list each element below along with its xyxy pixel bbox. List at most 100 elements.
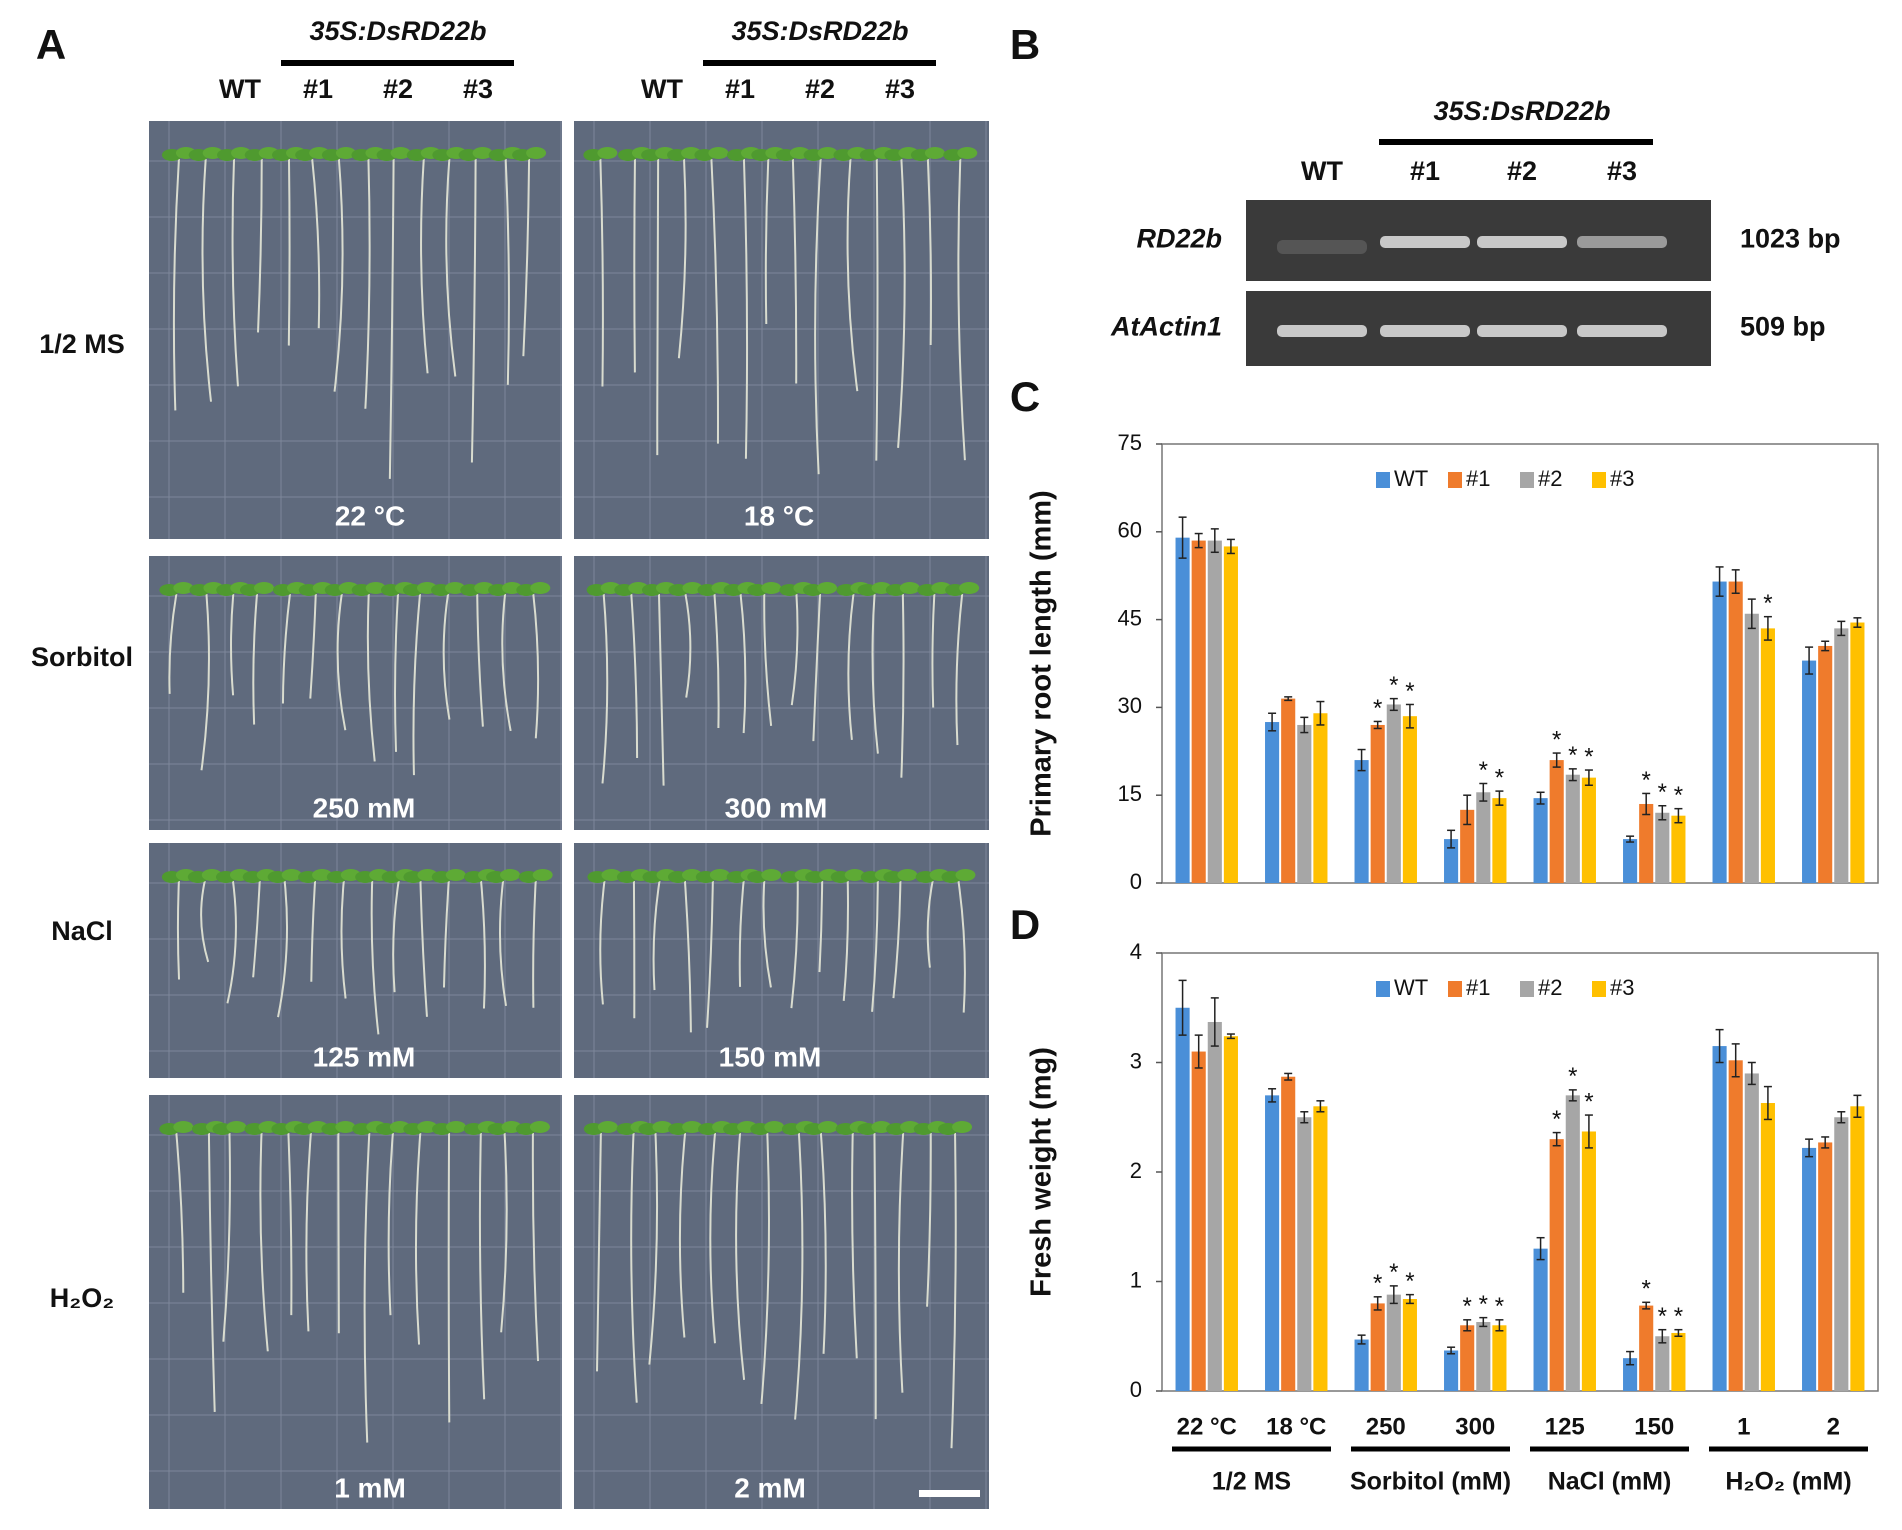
error-bar	[1584, 769, 1593, 786]
x-tick-label: 1	[1737, 1413, 1750, 1440]
root	[200, 880, 210, 963]
root	[172, 158, 180, 411]
significance-mark: *	[1389, 672, 1398, 699]
bar	[1207, 1021, 1222, 1391]
error-bar	[1284, 696, 1293, 702]
root	[742, 158, 749, 459]
bar	[1313, 713, 1328, 883]
significance-mark: *	[1642, 767, 1651, 794]
root	[309, 593, 317, 699]
bar	[1460, 809, 1475, 883]
error-bar	[1837, 1111, 1846, 1124]
significance-mark: *	[1584, 1088, 1593, 1115]
root	[678, 1132, 687, 1338]
legend-label: WT	[1394, 975, 1428, 1000]
bar	[1265, 722, 1280, 883]
bar	[1712, 581, 1727, 883]
root	[599, 880, 606, 1005]
error-bar	[1226, 538, 1235, 555]
error-bar	[1674, 1328, 1683, 1337]
x-tick-label: 2	[1827, 1413, 1840, 1440]
root	[897, 158, 906, 448]
gel-band	[1477, 325, 1567, 337]
bar	[1655, 812, 1670, 883]
root	[442, 880, 450, 988]
significance-mark: *	[1552, 726, 1561, 753]
significance-mark: *	[1405, 678, 1414, 705]
root	[281, 593, 291, 704]
root	[764, 158, 770, 325]
bar	[1297, 724, 1312, 883]
root	[735, 1132, 746, 1380]
error-bar	[1568, 768, 1577, 782]
leaf	[708, 147, 729, 159]
leaf	[173, 1121, 194, 1133]
significance-mark: *	[1763, 590, 1772, 617]
significance-mark: *	[1568, 1063, 1577, 1090]
leaf	[897, 869, 918, 881]
bar	[1639, 1305, 1654, 1391]
root	[201, 158, 212, 402]
y-tick-label: 2	[1130, 1158, 1142, 1183]
gel-band	[1577, 325, 1667, 337]
leaf	[526, 147, 547, 159]
significance-mark: *	[1479, 757, 1488, 784]
bar	[1492, 798, 1507, 883]
group-label: H₂O₂ (mM)	[1725, 1468, 1851, 1496]
bar	[1444, 839, 1459, 883]
lane-label: #2	[805, 74, 835, 104]
root	[175, 1132, 185, 1293]
bar	[1549, 1139, 1564, 1391]
root	[819, 1132, 827, 1354]
error-bar	[1268, 1088, 1277, 1103]
root	[445, 158, 457, 377]
y-tick-label: 3	[1130, 1048, 1142, 1073]
error-bar	[1389, 1285, 1398, 1305]
error-bar	[1447, 1346, 1456, 1355]
bar	[1802, 660, 1817, 883]
leaf	[817, 1121, 838, 1133]
root	[950, 1132, 957, 1449]
error-bar	[1316, 1100, 1325, 1113]
root	[871, 880, 879, 1012]
leaf	[532, 869, 553, 881]
lane-label: WT	[641, 74, 683, 104]
root	[926, 880, 934, 968]
leaf	[817, 147, 838, 159]
error-bar	[1853, 1094, 1862, 1118]
root	[630, 1132, 638, 1403]
legend-swatch	[1376, 981, 1390, 997]
bar	[1549, 760, 1564, 883]
condition-label: 18 °C	[744, 500, 814, 531]
bar	[1265, 1095, 1280, 1391]
bar	[1671, 1332, 1686, 1391]
lane-label: WT	[219, 74, 261, 104]
root	[504, 158, 510, 385]
error-bar	[1715, 1028, 1724, 1064]
root	[340, 880, 347, 999]
legend-label: #2	[1538, 975, 1562, 1000]
significance-mark: *	[1463, 1293, 1472, 1320]
root	[851, 1132, 858, 1359]
condition-label: 1 mM	[334, 1472, 406, 1503]
bar	[1850, 622, 1865, 883]
root	[287, 1132, 293, 1316]
bar	[1581, 777, 1596, 883]
header-bar	[281, 60, 514, 66]
significance-mark: *	[1495, 764, 1504, 791]
bar	[1370, 724, 1385, 883]
error-bar	[1626, 1350, 1635, 1366]
bar	[1297, 1117, 1312, 1391]
leaf	[365, 582, 386, 594]
y-tick-label: 4	[1130, 939, 1142, 964]
error-bar	[1447, 829, 1456, 849]
group-label: Sorbitol (mM)	[1350, 1468, 1511, 1496]
leaf	[445, 869, 466, 881]
error-bar	[1268, 712, 1277, 732]
gel-band	[1380, 325, 1470, 337]
root	[287, 158, 291, 346]
leaf	[924, 147, 945, 159]
root	[447, 1132, 451, 1423]
root	[336, 593, 347, 731]
